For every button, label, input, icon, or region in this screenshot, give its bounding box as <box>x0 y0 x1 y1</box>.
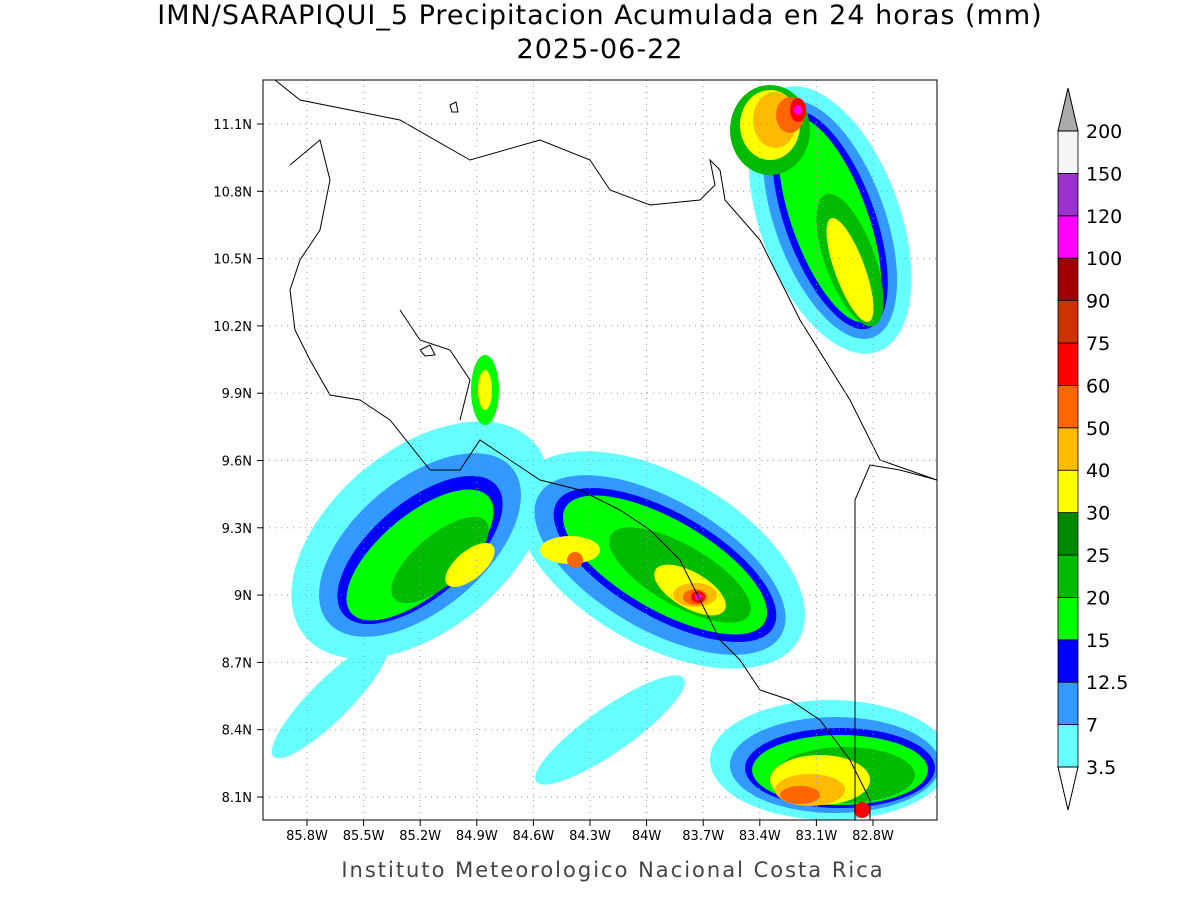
lon-tick-label: 83.4W <box>739 829 781 844</box>
lon-tick-label: 84.6W <box>512 829 554 844</box>
colorbar-box <box>1057 257 1079 302</box>
lon-tick-label: 84W <box>632 829 662 844</box>
lon-tick-label: 85.2W <box>399 829 441 844</box>
lon-tick-label: 83.7W <box>682 829 724 844</box>
colorbar-box <box>1057 512 1079 556</box>
lat-tick-label: 10.8N <box>213 185 252 200</box>
colorbar-box <box>1057 130 1079 174</box>
map-frame <box>262 79 938 821</box>
colorbar-over <box>1057 87 1079 132</box>
colorbar-box <box>1057 554 1079 598</box>
colorbar-box <box>1057 681 1079 726</box>
colorbar: 3.5 7 12.5 15 20 25 30 40 50 60 75 90 100 120 150 200 <box>1057 87 1128 811</box>
colorbar-label: 60 <box>1086 375 1110 397</box>
footer: Instituto Meteorologico Nacional Costa R… <box>341 858 884 882</box>
colorbar-box <box>1057 597 1079 641</box>
colorbar-box <box>1057 724 1079 768</box>
lat-tick-label: 8.1N <box>222 791 252 806</box>
lon-tick-label: 84.9W <box>456 829 498 844</box>
lat-tick-label: 9.6N <box>222 455 252 470</box>
subtitle: 2025-06-22 <box>517 34 684 65</box>
colorbar-box <box>1057 384 1079 429</box>
colorbar-label: 200 <box>1086 121 1122 143</box>
colorbar-box <box>1057 639 1079 683</box>
colorbar-box <box>1057 342 1079 386</box>
colorbar-under <box>1057 766 1079 811</box>
lon-tick-label: 85.8W <box>286 829 328 844</box>
lon-tick-label: 84.3W <box>569 829 611 844</box>
colorbar-box <box>1057 469 1079 514</box>
lat-tick-label: 9N <box>234 589 252 604</box>
lat-tick-label: 8.4N <box>222 724 252 739</box>
lat-tick-label: 10.2N <box>213 320 252 335</box>
lat-tick-label: 11.1N <box>213 118 252 133</box>
colorbar-label: 100 <box>1086 248 1122 270</box>
colorbar-box <box>1057 172 1079 217</box>
precipitation-field <box>271 85 937 820</box>
graticule <box>257 80 937 826</box>
colorbar-label: 30 <box>1086 503 1110 525</box>
colorbar-label: 90 <box>1086 291 1110 313</box>
colorbar-label: 150 <box>1086 163 1122 185</box>
title: IMN/SARAPIQUI_5 Precipitacion Acumulada … <box>157 0 1042 31</box>
colorbar-label: 75 <box>1086 333 1110 355</box>
colorbar-box <box>1057 300 1079 344</box>
lon-tick-label: 83.1W <box>795 829 837 844</box>
lon-tick-label: 82.8W <box>852 829 894 844</box>
colorbar-box <box>1057 215 1079 259</box>
lat-tick-label: 9.3N <box>222 522 252 537</box>
colorbar-label: 3.5 <box>1086 757 1116 779</box>
colorbar-label: 7 <box>1086 715 1098 737</box>
colorbar-label: 120 <box>1086 206 1122 228</box>
colorbar-label: 40 <box>1086 460 1110 482</box>
colorbar-label: 25 <box>1086 545 1110 567</box>
lat-tick-label: 9.9N <box>222 387 252 402</box>
colorbar-label: 12.5 <box>1086 672 1128 694</box>
colorbar-label: 50 <box>1086 418 1110 440</box>
lat-tick-label: 10.5N <box>213 253 252 268</box>
colorbar-label: 20 <box>1086 587 1110 609</box>
colorbar-label: 15 <box>1086 630 1110 652</box>
lon-tick-label: 85.5W <box>343 829 385 844</box>
lat-tick-label: 8.7N <box>222 656 252 671</box>
colorbar-box <box>1057 427 1079 471</box>
